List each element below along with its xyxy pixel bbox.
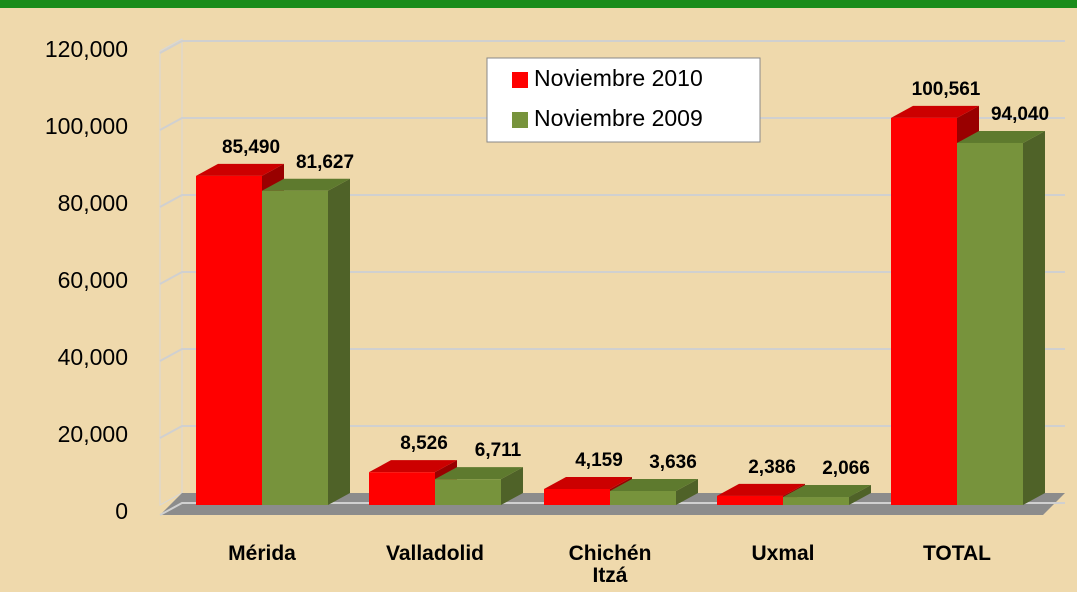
y-tick-label: 100,000 <box>45 113 128 139</box>
value-label: 2,386 <box>748 457 796 478</box>
value-label: 100,561 <box>912 79 981 100</box>
bar-top <box>783 485 871 498</box>
x-tick-label: Mérida <box>228 542 296 565</box>
grid-line <box>159 194 1065 208</box>
value-label: 8,526 <box>400 433 448 454</box>
bar-top <box>369 460 457 473</box>
value-label: 6,711 <box>475 440 522 461</box>
value-label: 2,066 <box>822 458 870 479</box>
bar-front <box>196 175 262 505</box>
bar-front <box>435 479 501 505</box>
grid-line <box>159 40 1065 54</box>
legend-box <box>486 57 761 143</box>
grid-line <box>159 271 1065 285</box>
bar <box>783 485 871 505</box>
legend-swatch <box>512 72 528 88</box>
value-label: 85,490 <box>222 137 280 158</box>
bar-front <box>369 472 435 505</box>
grid-line <box>159 117 1065 131</box>
bar-side <box>328 178 350 505</box>
bar-top <box>435 467 523 480</box>
bar-front <box>610 491 676 505</box>
value-label: 4,159 <box>575 450 623 471</box>
bar-side <box>849 485 871 505</box>
value-label: 3,636 <box>649 452 697 473</box>
legend-label: Noviembre 2010 <box>534 65 703 91</box>
x-tick-label: TOTAL <box>922 542 992 565</box>
top-band <box>0 0 1077 8</box>
bar-top <box>196 163 284 176</box>
bar-front <box>783 497 849 505</box>
bar <box>610 479 698 505</box>
bar-front <box>891 117 957 505</box>
x-tick-label: Uxmal <box>751 542 815 565</box>
bar-side <box>501 467 523 505</box>
value-label: 81,627 <box>296 152 354 173</box>
bar-top <box>957 130 1045 143</box>
bar <box>435 467 523 505</box>
bar-top <box>717 483 805 496</box>
y-tick-label: 60,000 <box>58 267 128 293</box>
bar-side <box>676 479 698 505</box>
x-tick-label: Chichén Itzá <box>568 542 652 587</box>
y-tick-label: 0 <box>115 498 128 524</box>
y-tick-label: 40,000 <box>58 344 128 370</box>
grid-line <box>159 425 1065 439</box>
bar-front <box>957 142 1023 506</box>
bar-top <box>891 105 979 118</box>
bar-top <box>544 476 632 489</box>
x-tick-label: Valladolid <box>385 542 485 565</box>
value-label: 94,040 <box>991 104 1049 125</box>
bar-front <box>262 190 328 505</box>
bar-top <box>262 178 350 191</box>
legend-swatch <box>512 112 528 128</box>
bar-front <box>717 495 783 505</box>
y-tick-label: 20,000 <box>58 421 128 447</box>
legend-label: Noviembre 2009 <box>534 105 703 131</box>
y-tick-label: 120,000 <box>45 36 128 62</box>
grid-line <box>159 348 1065 362</box>
bar-top <box>610 479 698 492</box>
bar-side <box>1023 130 1045 506</box>
y-tick-label: 80,000 <box>58 190 128 216</box>
bar-front <box>544 488 610 505</box>
bar <box>957 130 1045 506</box>
bar <box>262 178 350 505</box>
